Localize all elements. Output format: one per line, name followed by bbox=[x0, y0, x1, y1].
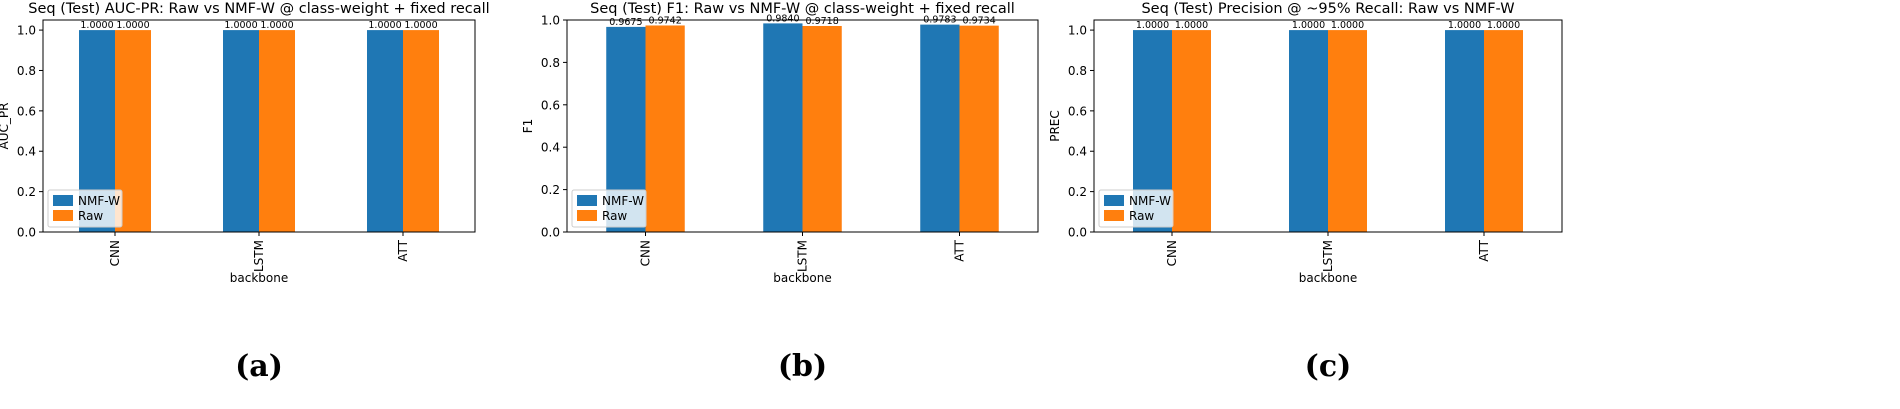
x-axis-label: backbone bbox=[1299, 271, 1357, 285]
panel-caption: (a) bbox=[235, 349, 283, 384]
legend-swatch-raw bbox=[53, 210, 73, 221]
plot-frame bbox=[1093, 19, 1563, 233]
x-tick-label: ATT bbox=[953, 239, 967, 261]
legend-label: NMF-W bbox=[78, 194, 120, 208]
bar-nmf-w-lstm bbox=[1289, 30, 1328, 232]
bar-raw-att bbox=[959, 25, 999, 232]
y-tick-label: 1.0 bbox=[541, 14, 560, 28]
x-tick-label: LSTM bbox=[252, 240, 266, 272]
y-tick-label: 0.8 bbox=[17, 64, 36, 78]
bar-value-label: 1.0000 bbox=[116, 20, 149, 31]
legend-label: NMF-W bbox=[602, 194, 644, 208]
y-tick-label: 0.8 bbox=[541, 56, 560, 70]
bar-raw-lstm bbox=[259, 30, 295, 232]
chart-title: Seq (Test) AUC-PR: Raw vs NMF-W @ class-… bbox=[28, 1, 489, 17]
chart-panel-3: Seq (Test) Precision @ ~95% Recall: Raw … bbox=[1048, 1, 1563, 384]
y-tick-label: 1.0 bbox=[17, 24, 36, 38]
bar-value-label: 1.0000 bbox=[1448, 20, 1481, 31]
bar-value-label: 0.9734 bbox=[963, 16, 996, 27]
legend-label: Raw bbox=[1129, 209, 1154, 223]
y-tick-label: 0.6 bbox=[541, 98, 560, 112]
plot-frame bbox=[566, 19, 1039, 233]
bar-raw-att bbox=[403, 30, 439, 232]
bar-value-label: 0.9742 bbox=[649, 15, 682, 26]
legend-label: Raw bbox=[78, 209, 103, 223]
bar-value-label: 0.9675 bbox=[609, 17, 642, 28]
legend-swatch-nmf-w bbox=[1104, 195, 1124, 206]
bar-value-label: 1.0000 bbox=[224, 20, 257, 31]
bar-nmf-w-lstm bbox=[763, 23, 803, 233]
bar-value-label: 0.9718 bbox=[806, 16, 839, 27]
chart-title: Seq (Test) F1: Raw vs NMF-W @ class-weig… bbox=[590, 1, 1015, 17]
y-tick-label: 0.2 bbox=[541, 183, 560, 197]
legend-swatch-nmf-w bbox=[53, 195, 73, 206]
bar-nmf-w-att bbox=[920, 24, 960, 232]
x-axis-label: backbone bbox=[230, 271, 288, 285]
bar-value-label: 1.0000 bbox=[260, 20, 293, 31]
legend-label: NMF-W bbox=[1129, 194, 1171, 208]
bar-raw-cnn bbox=[1172, 30, 1211, 232]
y-tick-label: 1.0 bbox=[1068, 24, 1087, 38]
y-tick-label: 0.6 bbox=[1068, 104, 1087, 118]
y-tick-label: 0.4 bbox=[1068, 145, 1087, 159]
legend-swatch-raw bbox=[577, 210, 597, 221]
y-tick-label: 0.2 bbox=[17, 185, 36, 199]
bar-value-label: 1.0000 bbox=[1136, 20, 1169, 31]
y-tick-label: 0.2 bbox=[1068, 185, 1087, 199]
bar-nmf-w-att bbox=[1445, 30, 1484, 232]
y-tick-label: 0.8 bbox=[1068, 64, 1087, 78]
bar-raw-lstm bbox=[802, 25, 842, 233]
y-tick-label: 0.4 bbox=[541, 141, 560, 155]
bar-raw-lstm bbox=[1328, 30, 1367, 232]
chart-title: Seq (Test) Precision @ ~95% Recall: Raw … bbox=[1141, 1, 1514, 17]
y-tick-label: 0.0 bbox=[541, 226, 560, 240]
x-tick-label: CNN bbox=[639, 240, 653, 266]
bar-nmf-w-att bbox=[367, 30, 403, 232]
plot-frame bbox=[42, 19, 476, 233]
legend-swatch-raw bbox=[1104, 210, 1124, 221]
y-tick-label: 0.6 bbox=[17, 104, 36, 118]
bar-value-label: 1.0000 bbox=[1487, 20, 1520, 31]
x-tick-label: ATT bbox=[396, 239, 410, 261]
bar-raw-att bbox=[1484, 30, 1523, 232]
bar-raw-cnn bbox=[645, 25, 685, 232]
x-tick-label: LSTM bbox=[1321, 240, 1335, 272]
bar-value-label: 1.0000 bbox=[80, 20, 113, 31]
chart-panel-2: Seq (Test) F1: Raw vs NMF-W @ class-weig… bbox=[521, 1, 1039, 384]
bar-value-label: 1.0000 bbox=[1292, 20, 1325, 31]
y-axis-label: F1 bbox=[521, 119, 535, 134]
x-tick-label: LSTM bbox=[796, 240, 810, 272]
x-tick-label: CNN bbox=[1165, 240, 1179, 266]
legend-swatch-nmf-w bbox=[577, 195, 597, 206]
panel-caption: (b) bbox=[778, 349, 827, 384]
legend-label: Raw bbox=[602, 209, 627, 223]
bar-value-label: 1.0000 bbox=[404, 20, 437, 31]
chart-panel-1: Seq (Test) AUC-PR: Raw vs NMF-W @ class-… bbox=[0, 1, 490, 384]
x-tick-label: CNN bbox=[108, 240, 122, 266]
y-tick-label: 0.4 bbox=[17, 145, 36, 159]
y-tick-label: 0.0 bbox=[17, 226, 36, 240]
bar-nmf-w-lstm bbox=[223, 30, 259, 232]
bar-value-label: 1.0000 bbox=[1175, 20, 1208, 31]
bar-value-label: 0.9840 bbox=[766, 13, 799, 24]
bar-value-label: 1.0000 bbox=[1331, 20, 1364, 31]
x-axis-label: backbone bbox=[773, 271, 831, 285]
panel-caption: (c) bbox=[1305, 349, 1352, 384]
bar-value-label: 1.0000 bbox=[368, 20, 401, 31]
y-axis-label: AUC_PR bbox=[0, 103, 11, 150]
y-axis-label: PREC bbox=[1048, 110, 1062, 142]
y-tick-label: 0.0 bbox=[1068, 226, 1087, 240]
x-tick-label: ATT bbox=[1477, 239, 1491, 261]
